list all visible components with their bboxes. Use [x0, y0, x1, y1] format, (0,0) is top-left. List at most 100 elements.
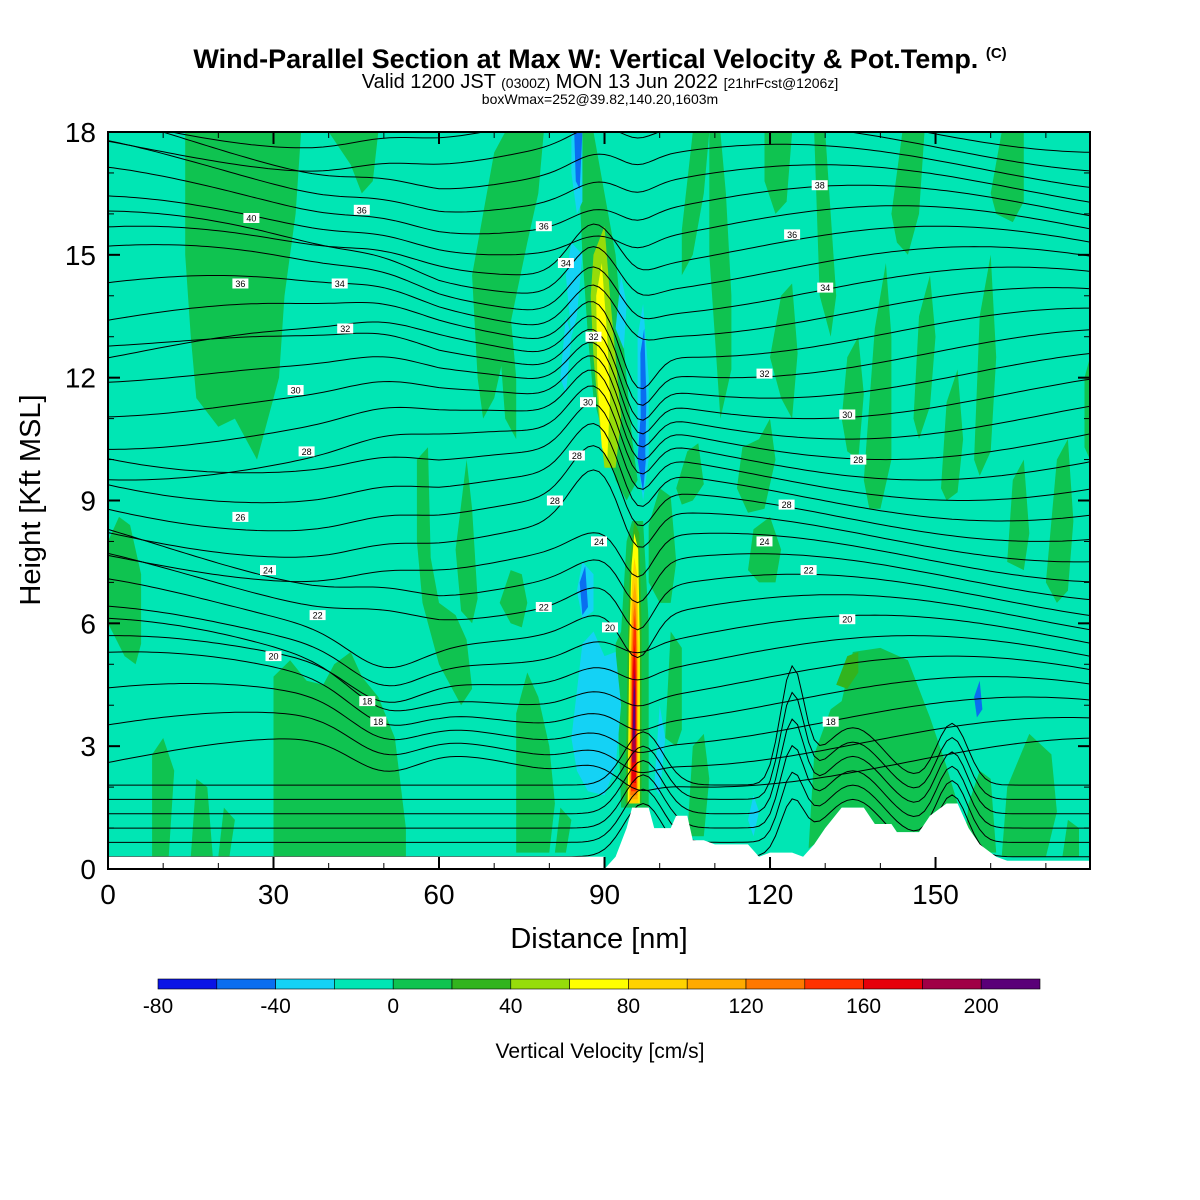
terrain-fill — [604, 803, 1090, 869]
y-tick-label: 18 — [65, 117, 96, 148]
contour-label: 34 — [557, 258, 574, 269]
isentrope-line — [108, 528, 1090, 604]
colorbar-tick-label: 200 — [964, 995, 999, 1018]
x-tick-label: 120 — [747, 879, 794, 910]
colorbar-tick-label: -80 — [143, 995, 173, 1018]
contour-label-text: 28 — [853, 455, 863, 465]
isentrope-line — [108, 195, 1090, 256]
isentrope-line — [108, 605, 1090, 687]
contour-label-text: 30 — [583, 398, 593, 408]
contour-label-text: 20 — [268, 652, 278, 662]
isentrope-line — [108, 664, 1090, 786]
contour-label-box — [568, 450, 585, 461]
updraft-patch — [152, 738, 175, 857]
colorbar-tick-label: 80 — [617, 995, 640, 1018]
contour-label-box — [784, 229, 801, 240]
isentrope-line — [108, 210, 1090, 296]
colorbar-swatch — [863, 978, 923, 990]
contour-label: 20 — [602, 622, 618, 633]
isentrope-line — [108, 315, 1090, 406]
isentrope-line — [161, 132, 1090, 190]
isentrope-line — [108, 385, 1090, 481]
contour-label: 24 — [756, 536, 773, 547]
colorbar-tick-label: 120 — [728, 995, 763, 1018]
updraft-patch — [676, 443, 704, 505]
isentrope-line — [108, 355, 1090, 448]
colorbar-label: Vertical Velocity [cm/s] — [496, 1040, 705, 1063]
isentrope-line — [108, 341, 1090, 435]
updraft-patch — [863, 263, 892, 509]
contour-label-box — [353, 204, 370, 215]
contour-label: 20 — [839, 614, 856, 625]
x-tick-label: 60 — [423, 879, 454, 910]
updraft-patch — [913, 275, 936, 440]
contour-label-text: 28 — [572, 451, 582, 461]
updraft-patch — [218, 807, 235, 857]
updraft-patch — [416, 447, 473, 706]
contour-label-text: 22 — [313, 611, 323, 621]
updraft-patch — [516, 672, 555, 853]
isentrope-line — [108, 166, 1090, 235]
contour-label: 40 — [243, 213, 260, 224]
colorbar: -80 -40 0 40 80 120 160 200 — [143, 978, 1041, 1018]
contour-label-text: 32 — [759, 369, 769, 379]
contour-label: 20 — [265, 651, 282, 662]
contour-label-box — [756, 368, 773, 379]
isentrope-line — [108, 422, 1090, 522]
colorbar-swatch — [980, 978, 1041, 990]
box-wmax-line: boxWmax=252@39.82,140.20,1603m — [481, 91, 719, 107]
contour-label: 24 — [591, 536, 607, 547]
isentrope-line — [108, 578, 1090, 669]
contour-label-text: 28 — [550, 496, 560, 506]
terrain-fill — [108, 856, 605, 869]
isentrope-line — [108, 301, 1090, 390]
isentrope-line — [108, 369, 1090, 461]
updraft-core — [596, 263, 610, 460]
colorbar-swatch — [745, 978, 806, 990]
colorbar-swatch — [216, 978, 276, 990]
contour-label-text: 30 — [291, 386, 301, 396]
valid-time: Valid 1200 JST — [361, 71, 496, 93]
updraft-patch — [1062, 819, 1079, 857]
isentrope-line — [108, 552, 1090, 631]
colorbar-swatch — [392, 978, 453, 990]
contour-label: 32 — [337, 323, 354, 334]
contour-label-box — [298, 446, 315, 457]
contour-label-box — [535, 221, 552, 232]
contour-label-box — [591, 536, 607, 547]
updraft-patch — [455, 459, 478, 624]
downdraft-patch — [748, 795, 759, 837]
contour-label-text: 24 — [759, 537, 769, 547]
isentrope-line — [108, 711, 1090, 774]
contour-label: 26 — [232, 511, 249, 522]
contour-label-box — [359, 696, 376, 707]
colorbar-swatch — [569, 978, 629, 990]
contour-label-box — [265, 651, 282, 662]
updraft-patch — [1007, 459, 1030, 571]
contour-label-box — [260, 565, 276, 576]
contour-label-text: 36 — [357, 205, 367, 215]
colorbar-tick-label: 40 — [499, 995, 522, 1018]
contour-label-text: 24 — [263, 566, 273, 576]
contour-label-box — [850, 454, 867, 465]
x-tick-label: 30 — [258, 879, 289, 910]
updraft-patch — [554, 807, 572, 853]
downdraft-core — [574, 132, 583, 190]
colorbar-swatch — [804, 978, 864, 990]
isentrope-line — [108, 403, 1090, 501]
max-updraft-band — [632, 684, 636, 738]
contour-label-text: 28 — [302, 447, 312, 457]
isentrope-line — [108, 718, 1090, 815]
contour-label: 28 — [850, 454, 867, 465]
contour-label: 30 — [287, 385, 304, 396]
colorbar-swatch — [628, 978, 688, 990]
chart-title: Wind-Parallel Section at Max W: Vertical… — [0, 44, 1200, 75]
y-tick-label: 9 — [80, 486, 96, 517]
contour-label-box — [778, 499, 795, 510]
updraft-patch — [185, 132, 302, 460]
x-axis-label: Distance [nm] — [510, 923, 687, 955]
updraft-patch — [841, 336, 864, 460]
contour-label-text: 38 — [815, 181, 825, 191]
contour-label: 38 — [811, 180, 828, 191]
